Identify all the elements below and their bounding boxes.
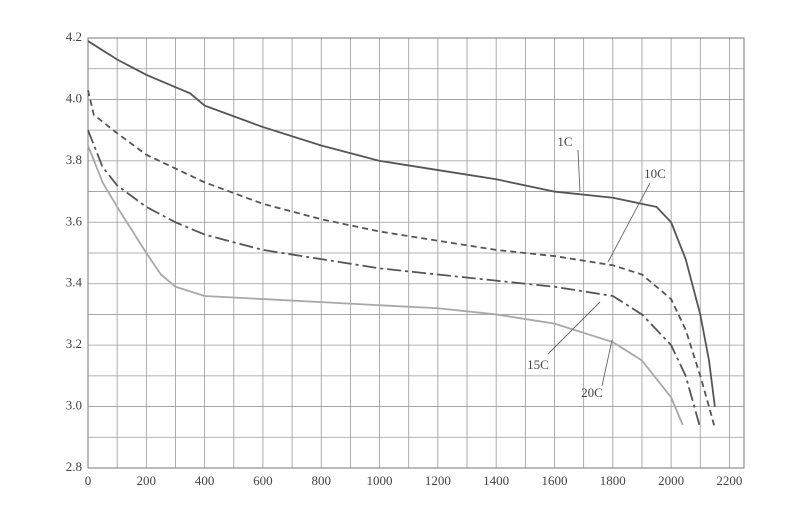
leader-line bbox=[607, 182, 651, 263]
y-tick-label: 2.8 bbox=[66, 459, 82, 474]
series-label: 10C bbox=[644, 166, 666, 181]
series-line bbox=[87, 40, 716, 407]
series-line bbox=[87, 90, 716, 429]
y-tick-label: 3.0 bbox=[66, 398, 82, 413]
y-tick-label: 4.2 bbox=[66, 29, 82, 44]
leader-line bbox=[601, 339, 613, 387]
y-tick-label: 3.6 bbox=[66, 213, 83, 228]
series-line bbox=[87, 145, 684, 426]
plot-frame bbox=[87, 37, 745, 469]
y-tick-label: 3.4 bbox=[66, 275, 83, 290]
y-tick-label: 4.0 bbox=[66, 90, 82, 105]
y-tick-label: 3.8 bbox=[66, 152, 82, 167]
series-label: 20C bbox=[581, 385, 603, 400]
y-tick-label: 3.2 bbox=[66, 336, 82, 351]
x-tick-label: 200 bbox=[137, 473, 157, 488]
x-tick-label: 2200 bbox=[716, 473, 742, 488]
x-tick-label: 600 bbox=[253, 473, 273, 488]
x-tick-label: 400 bbox=[195, 473, 215, 488]
series-label: 1C bbox=[557, 134, 572, 149]
x-tick-label: 800 bbox=[311, 473, 331, 488]
x-tick-label: 1000 bbox=[367, 473, 393, 488]
x-tick-label: 1400 bbox=[483, 473, 509, 488]
leader-line bbox=[547, 301, 601, 355]
x-tick-label: 2000 bbox=[658, 473, 684, 488]
series-line bbox=[87, 129, 702, 429]
leader-line bbox=[577, 149, 581, 193]
x-tick-label: 1800 bbox=[600, 473, 626, 488]
series-label: 15C bbox=[527, 357, 549, 372]
x-tick-label: 1200 bbox=[425, 473, 451, 488]
x-tick-label: 1600 bbox=[541, 473, 567, 488]
x-tick-label: 0 bbox=[85, 473, 92, 488]
